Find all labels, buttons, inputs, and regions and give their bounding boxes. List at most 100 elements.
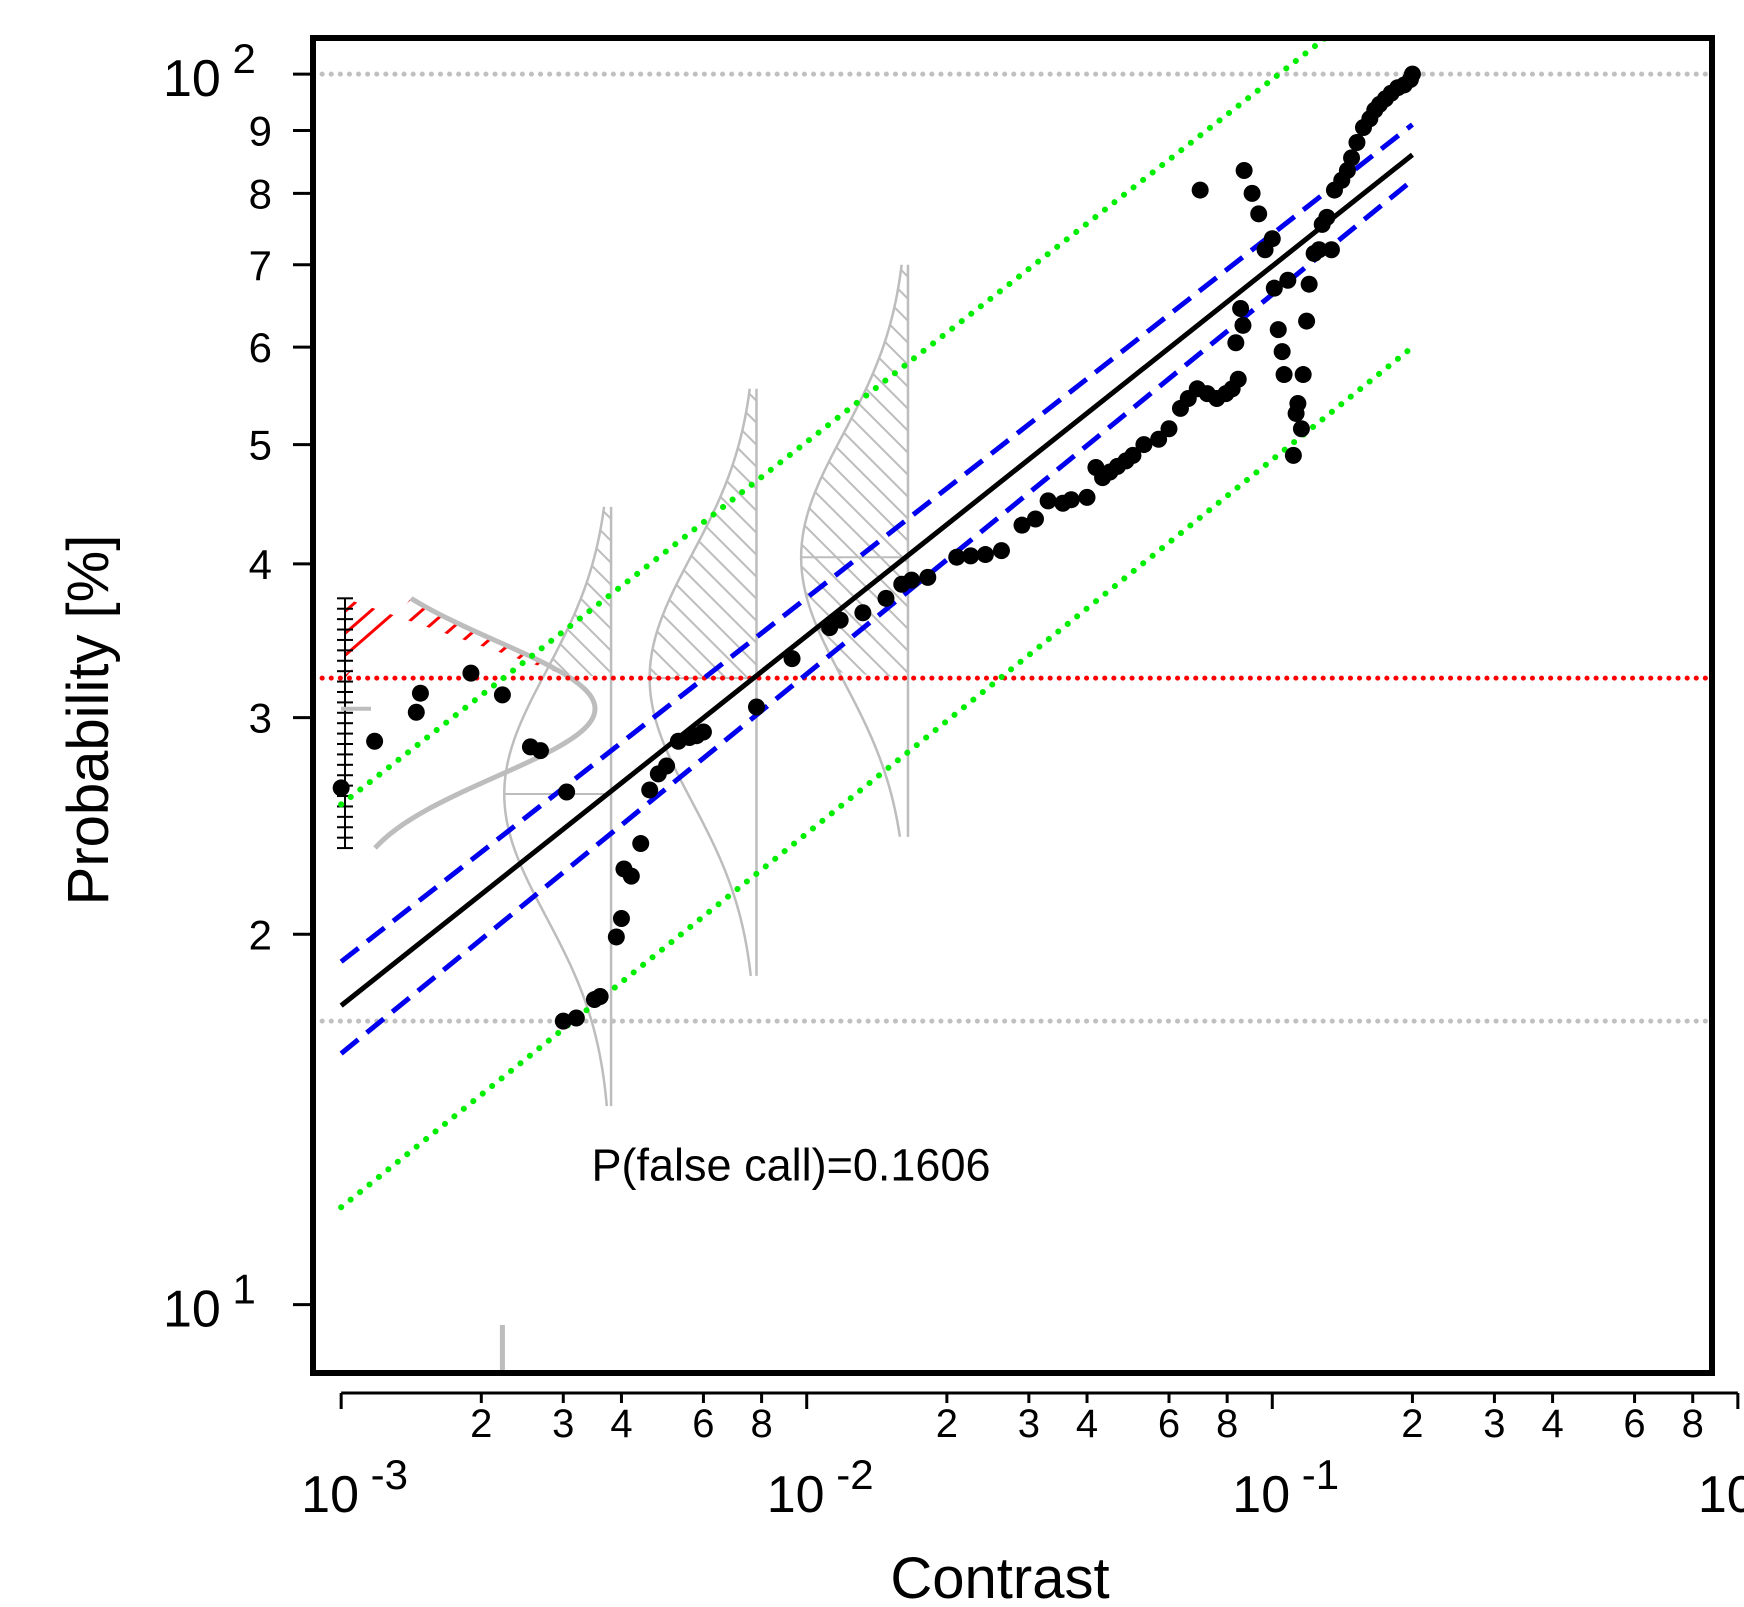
hatch-line <box>801 264 908 310</box>
data-point <box>1298 312 1316 330</box>
density-curve <box>503 506 609 1107</box>
data-point <box>1191 181 1209 199</box>
x-decade-label: 10 -3 <box>301 1451 408 1524</box>
data-point <box>1039 492 1057 510</box>
hatch-line <box>351 127 621 397</box>
hatch-line <box>649 388 757 544</box>
y-minor-label: 3 <box>249 695 272 742</box>
hatch-line <box>648 1161 918 1431</box>
hatch-line <box>801 324 908 596</box>
hatch-line <box>351 765 621 1035</box>
data-point <box>1343 149 1361 167</box>
data-point <box>1135 436 1153 454</box>
data-point <box>903 571 921 589</box>
hatch-line <box>351 1007 621 1277</box>
hatch-line <box>801 368 908 640</box>
x-minor-label: 6 <box>1623 1402 1645 1446</box>
data-point <box>531 742 549 760</box>
hatch-line <box>648 0 918 67</box>
hatch-line <box>648 0 918 155</box>
hatch-line <box>345 598 567 600</box>
hatch-line <box>801 346 908 618</box>
hatch-line <box>649 388 757 588</box>
hatch-line <box>351 919 621 1189</box>
data-point <box>976 546 994 564</box>
hatch-line <box>345 634 567 679</box>
hatch-lines <box>351 39 621 1299</box>
data-point <box>1150 430 1168 448</box>
hatch-line <box>648 0 918 221</box>
hatch-line <box>351 963 621 1233</box>
fit-line-confidence-upper <box>339 122 1414 964</box>
hatch-line <box>545 506 612 530</box>
x-minor-label: 4 <box>1541 1402 1563 1446</box>
hatch-line <box>496 867 766 1137</box>
x-minor-label: 8 <box>1216 1402 1238 1446</box>
hatch-line <box>801 676 908 679</box>
data-point <box>1235 162 1253 180</box>
y-minor-label: 7 <box>249 242 272 289</box>
data-point <box>1273 343 1291 361</box>
data-point <box>641 781 659 799</box>
hatch-line <box>801 264 908 508</box>
x-axis-label: Contrast <box>890 1546 1109 1607</box>
x-minor-label: 3 <box>1018 1402 1040 1446</box>
hatch-line <box>496 75 766 345</box>
response-distribution-3 <box>648 0 918 1431</box>
hatch-line <box>648 765 918 1035</box>
hatch-line <box>648 743 918 1013</box>
fit-line-prediction-lower <box>338 344 1416 1211</box>
data-point <box>854 604 872 622</box>
hatch-line <box>351 193 621 463</box>
hatch-line <box>649 558 757 679</box>
hatch-line <box>351 83 621 353</box>
hatch-line <box>345 598 567 622</box>
data-point <box>1160 420 1178 438</box>
data-point <box>1062 491 1080 509</box>
hatch-line <box>496 1087 766 1357</box>
x-decade-label: 10 0 <box>1698 1451 1744 1524</box>
hatch-line <box>351 985 621 1255</box>
chart-upper-layers <box>310 35 1715 1211</box>
hatch-line <box>648 897 918 1167</box>
hatch-line <box>648 853 918 1123</box>
hatch-line <box>545 506 612 679</box>
y-minor-label: 2 <box>249 911 272 958</box>
hatch-line <box>801 264 908 464</box>
hatch-line <box>351 1029 621 1299</box>
hatch-line <box>649 536 757 679</box>
hatch-line <box>545 522 612 679</box>
hatch-line <box>801 264 908 442</box>
data-point <box>1318 208 1336 226</box>
data-point <box>462 664 480 682</box>
hatch-line <box>801 302 908 574</box>
hatch-line <box>648 963 918 1233</box>
hatch-line <box>649 388 757 632</box>
hatch-line <box>648 0 918 23</box>
y-minor-label: 6 <box>249 324 272 371</box>
hatch-line <box>545 676 612 679</box>
x-minor-label: 6 <box>1158 1402 1180 1446</box>
data-point <box>407 703 425 721</box>
hatch-line <box>649 388 757 478</box>
hatch-line <box>545 506 612 679</box>
data-point <box>1289 394 1307 412</box>
y-decade-label: 10 2 <box>163 35 256 108</box>
hatch-line <box>345 598 567 679</box>
hatch-line <box>648 0 918 177</box>
x-minor-label: 3 <box>1483 1402 1505 1446</box>
hatch-line <box>496 823 766 1093</box>
data-point <box>962 547 980 565</box>
hatch-line <box>648 0 918 199</box>
data-point <box>658 757 676 775</box>
hatch-lines <box>648 0 918 1431</box>
hatch-line <box>649 388 757 610</box>
hatch-line <box>648 0 918 1</box>
red-hatch-lines <box>345 598 567 679</box>
data-point <box>332 779 350 797</box>
hatch-line <box>351 39 621 309</box>
hatch-line <box>649 492 757 679</box>
hatch-line <box>545 506 612 552</box>
data-point <box>1078 488 1096 506</box>
